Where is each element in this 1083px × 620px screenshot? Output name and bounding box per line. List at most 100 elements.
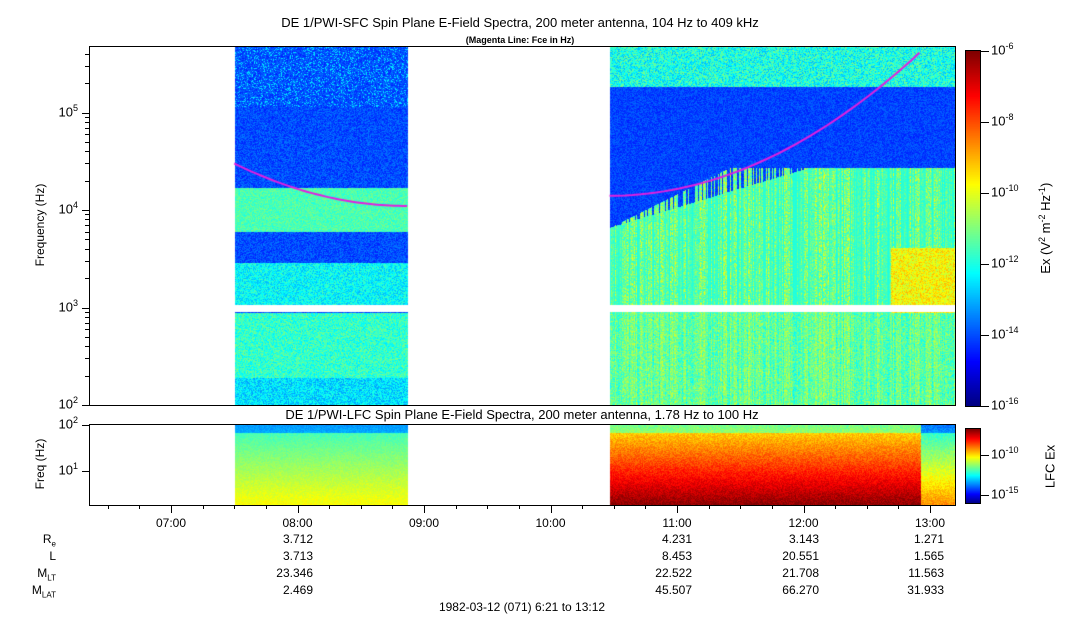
y-tick-label: 102	[58, 415, 78, 432]
y-minor-tick	[85, 127, 90, 129]
ephemeris-value: 4.231	[661, 532, 692, 546]
lfc-spectrogram	[90, 425, 955, 505]
y-minor-tick	[85, 346, 90, 348]
time-range-footer: 1982-03-12 (071) 6:21 to 13:12	[438, 600, 606, 614]
ephemeris-value: 8.453	[661, 549, 692, 563]
x-minor-tick	[202, 505, 204, 509]
x-tick-label: 10:00	[535, 516, 566, 530]
y-tick-label: 103	[58, 297, 78, 314]
y-minor-tick	[85, 214, 90, 216]
x-minor-tick	[550, 505, 552, 509]
colorbar-lfc-label: LFC Ex	[1042, 444, 1058, 489]
x-tick-label: 07:00	[155, 516, 187, 530]
ephemeris-value: 22.522	[655, 566, 692, 580]
x-tick-label: 08:00	[282, 516, 313, 530]
colorbar-tick	[981, 495, 989, 496]
y-tick	[82, 425, 90, 426]
colorbar-tick-label: 10-14	[991, 325, 1019, 342]
ephemeris-value: 3.713	[282, 549, 313, 563]
x-minor-tick	[360, 505, 362, 509]
y-minor-tick	[85, 151, 90, 153]
x-tick-label: 09:00	[408, 516, 440, 530]
x-minor-tick	[708, 505, 710, 509]
sfc-plot-frame	[89, 46, 956, 406]
y-tick-label: 105	[58, 102, 78, 119]
colorbar-tick-label: 10-10	[991, 445, 1019, 462]
x-tick	[424, 505, 425, 513]
x-minor-tick	[171, 505, 172, 509]
y-minor-tick	[85, 219, 90, 221]
x-minor-tick	[455, 505, 457, 509]
x-tick-label: 12:00	[788, 516, 819, 530]
x-tick-label: 13:00	[914, 516, 946, 530]
y-minor-tick	[85, 53, 90, 55]
y-minor-tick	[85, 316, 90, 318]
ephemeris-value: 3.143	[788, 532, 819, 546]
colorbar-main	[966, 51, 980, 406]
x-minor-tick	[518, 505, 520, 509]
y-minor-tick	[85, 231, 90, 233]
y-tick-label: 102	[58, 395, 78, 412]
ephemeris-label: MLAT	[31, 583, 56, 600]
ephemeris-label: Re	[42, 532, 56, 549]
colorbar-tick	[981, 335, 989, 336]
colorbar-tick-label: 10-8	[991, 112, 1014, 129]
ephemeris-value: 66.270	[782, 583, 819, 597]
ephemeris-value: 31.933	[907, 583, 944, 597]
ephemeris-value: 2.469	[282, 583, 313, 597]
y-minor-tick	[85, 163, 90, 165]
y-minor-tick	[85, 322, 90, 324]
y-tick	[82, 470, 90, 472]
y-minor-tick	[85, 311, 90, 313]
ephemeris-label: MLT	[37, 566, 56, 583]
y-minor-tick	[85, 134, 90, 136]
x-minor-tick	[898, 505, 900, 509]
x-minor-tick	[392, 505, 394, 509]
y-minor-tick	[85, 278, 90, 280]
colorbar-tick	[981, 51, 989, 52]
sfc-spectrogram	[90, 47, 955, 405]
y-tick	[82, 112, 90, 114]
x-tick	[930, 505, 931, 513]
ephemeris-label: L	[49, 549, 56, 563]
x-minor-tick	[771, 505, 773, 509]
x-minor-tick	[613, 505, 615, 509]
x-minor-tick	[487, 505, 489, 509]
ephemeris-value: 23.346	[276, 566, 313, 580]
colorbar-tick	[981, 193, 989, 194]
lfc-title: DE 1/PWI-LFC Spin Plane E-Field Spectra,…	[285, 407, 759, 422]
y-tick	[82, 210, 90, 211]
ephemeris-value: 1.271	[913, 532, 944, 546]
colorbar-tick-label: 10-15	[991, 485, 1019, 502]
y-tick	[82, 307, 90, 309]
colorbar-main-label: Ex (V2 m-2 Hz-1)	[1036, 182, 1054, 274]
y-tick-label: 104	[58, 200, 78, 217]
y-tick	[82, 405, 90, 406]
y-minor-tick	[85, 375, 90, 377]
x-minor-tick	[930, 505, 931, 509]
x-tick	[803, 505, 805, 513]
x-minor-tick	[139, 505, 141, 509]
y-minor-tick	[85, 329, 90, 331]
x-minor-tick	[234, 505, 236, 509]
x-tick	[677, 505, 678, 513]
x-minor-tick	[803, 505, 805, 509]
colorbar-tick-label: 10-6	[991, 41, 1014, 58]
y-minor-tick	[85, 65, 90, 67]
x-tick	[297, 505, 299, 513]
ephemeris-value: 21.708	[782, 566, 819, 580]
lfc-plot-frame	[89, 424, 956, 506]
x-minor-tick	[582, 505, 584, 509]
ephemeris-value: 1.565	[913, 549, 944, 563]
y-minor-tick	[85, 116, 90, 118]
x-minor-tick	[866, 505, 868, 509]
y-minor-tick	[85, 248, 90, 250]
y-minor-tick	[85, 225, 90, 227]
x-minor-tick	[645, 505, 647, 509]
y-minor-tick	[85, 141, 90, 143]
x-minor-tick	[424, 505, 425, 509]
main-title: DE 1/PWI-SFC Spin Plane E-Field Spectra,…	[281, 15, 759, 30]
colorbar-main-frame	[965, 50, 981, 407]
y-minor-tick	[85, 180, 90, 182]
